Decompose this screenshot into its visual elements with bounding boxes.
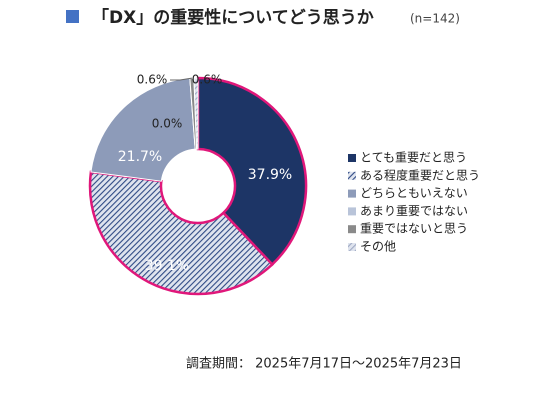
data-label: 0.6%: [192, 73, 223, 87]
legend-label: どちらともいえない: [360, 186, 468, 200]
legend-label: 重要ではないと思う: [360, 222, 468, 236]
legend-label: あまり重要ではない: [360, 204, 468, 218]
pie-slice: [90, 77, 196, 182]
pie-slice: [88, 170, 275, 296]
data-label: 37.9%: [248, 167, 292, 183]
legend-swatch: [348, 171, 356, 180]
annotation: 調査期間： 2025年7月17日～2025年7月23日: [186, 357, 462, 372]
chart-subtitle: (n=142): [410, 12, 460, 26]
legend-swatch: [348, 189, 356, 198]
data-label: 0.0%: [152, 117, 183, 131]
legend-swatch: [348, 154, 356, 162]
legend-label: ある程度重要だと思う: [360, 167, 480, 182]
legend-label: その他: [360, 240, 396, 254]
data-label: 39.1%: [145, 258, 189, 274]
data-label: 0.6%: [137, 73, 168, 87]
pie-slice: [196, 76, 308, 267]
pie-slice: [193, 77, 199, 150]
legend-swatch: [348, 243, 356, 251]
legend-swatch: [348, 225, 356, 234]
legend-swatch: [348, 207, 356, 216]
data-label: 21.7%: [118, 149, 162, 165]
leader-line: [170, 77, 192, 81]
chart-title: 「DX」の重要性についてどう思うか: [92, 7, 374, 28]
legend-label: とても重要だと思う: [360, 151, 467, 165]
title-marker: [66, 10, 79, 23]
